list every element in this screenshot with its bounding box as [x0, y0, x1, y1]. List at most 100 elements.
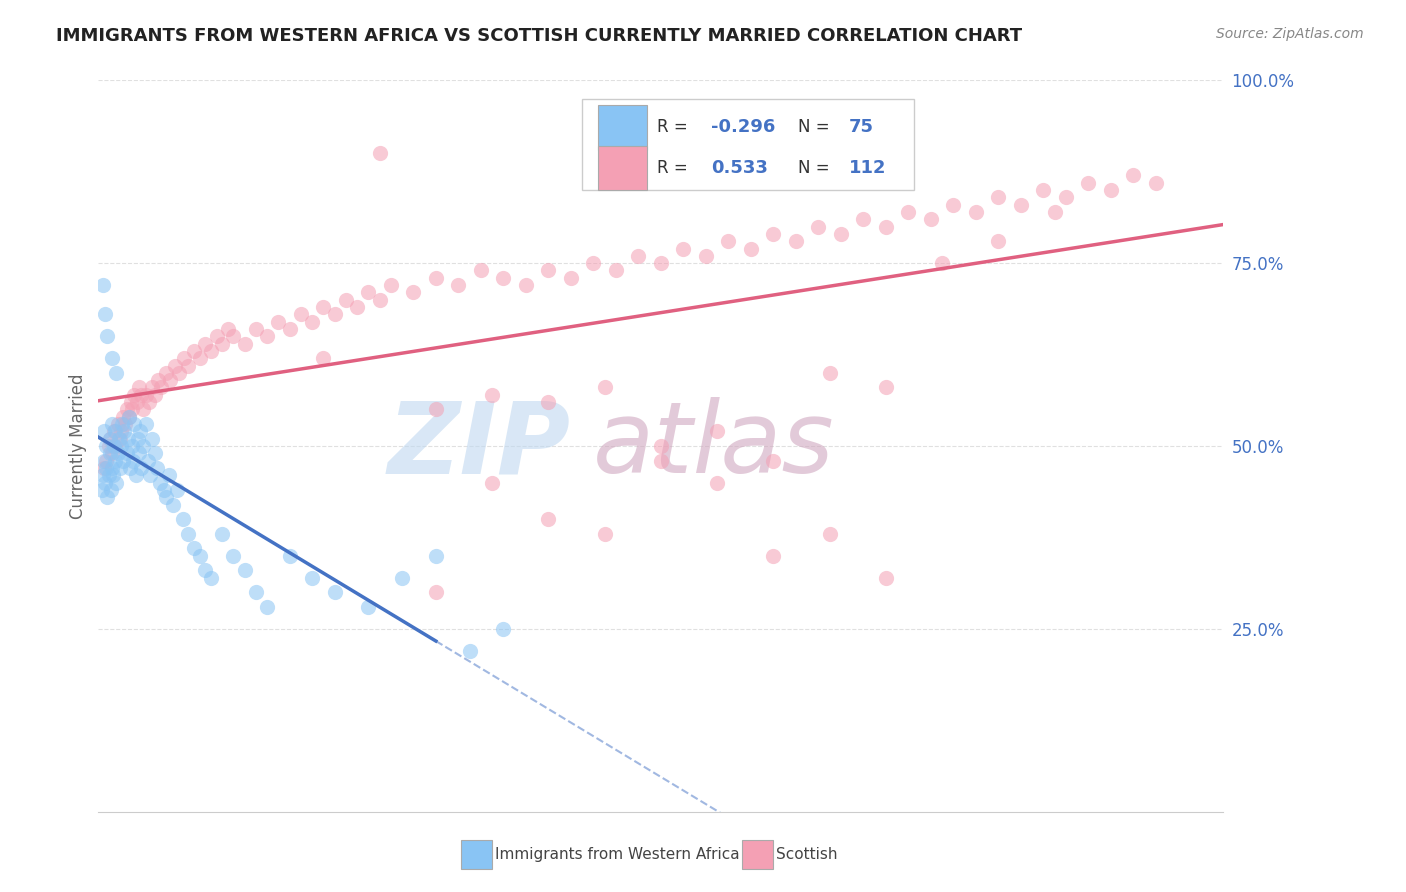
Point [136, 453, 159, 467]
Point [920, 212, 942, 227]
Point [481, 475, 503, 490]
Point [368, 293, 391, 307]
Point [830, 227, 852, 241]
Text: Immigrants from Western Africa: Immigrants from Western Africa [495, 847, 740, 862]
Point [141, 380, 163, 394]
Point [94, 307, 117, 321]
Point [537, 512, 560, 526]
FancyBboxPatch shape [598, 105, 647, 150]
Point [233, 563, 256, 577]
Point [120, 395, 142, 409]
Point [183, 541, 205, 556]
FancyBboxPatch shape [582, 99, 914, 190]
Point [593, 380, 616, 394]
Y-axis label: Currently Married: Currently Married [69, 373, 87, 519]
Point [143, 388, 166, 402]
Point [166, 483, 188, 497]
Point [114, 417, 136, 431]
Point [357, 599, 380, 614]
Text: R =: R = [658, 119, 693, 136]
Point [177, 359, 200, 373]
Point [323, 307, 346, 321]
Point [101, 446, 124, 460]
Point [481, 388, 503, 402]
Point [128, 380, 150, 394]
Point [169, 366, 191, 380]
Text: Source: ZipAtlas.com: Source: ZipAtlas.com [1216, 27, 1364, 41]
Point [146, 461, 169, 475]
Point [1099, 183, 1122, 197]
Point [425, 585, 447, 599]
Point [107, 432, 129, 446]
Point [124, 417, 146, 431]
Point [391, 571, 413, 585]
Point [97, 439, 120, 453]
Point [245, 585, 267, 599]
Point [346, 300, 368, 314]
Text: 112: 112 [849, 159, 886, 177]
Point [163, 359, 186, 373]
Point [650, 453, 672, 467]
Point [425, 549, 447, 563]
Point [124, 388, 146, 402]
Point [582, 256, 605, 270]
Point [107, 446, 129, 460]
Point [1077, 176, 1099, 190]
Text: atlas: atlas [593, 398, 835, 494]
Point [1054, 190, 1077, 204]
Point [211, 526, 233, 541]
Point [118, 409, 141, 424]
Point [425, 270, 447, 285]
Point [110, 425, 132, 439]
Point [470, 263, 492, 277]
Point [155, 366, 177, 380]
Point [312, 351, 335, 366]
Point [1144, 176, 1167, 190]
Point [183, 343, 205, 358]
Point [146, 373, 169, 387]
Point [149, 475, 172, 490]
Point [129, 388, 152, 402]
Point [194, 336, 217, 351]
Point [717, 234, 740, 248]
Point [129, 461, 152, 475]
Point [101, 351, 124, 366]
Point [103, 425, 125, 439]
Point [93, 453, 115, 467]
Point [515, 278, 537, 293]
Point [200, 343, 222, 358]
Point [121, 439, 143, 453]
Point [706, 425, 728, 439]
Point [138, 395, 160, 409]
Point [458, 644, 481, 658]
Point [627, 249, 650, 263]
Point [222, 329, 245, 343]
Point [368, 146, 391, 161]
Point [1010, 197, 1032, 211]
Point [605, 263, 627, 277]
Text: N =: N = [799, 119, 835, 136]
Point [129, 425, 152, 439]
Point [211, 336, 233, 351]
Point [159, 373, 181, 387]
Point [335, 293, 357, 307]
Point [177, 526, 200, 541]
Point [91, 468, 114, 483]
Point [706, 475, 728, 490]
Point [301, 571, 323, 585]
Text: IMMIGRANTS FROM WESTERN AFRICA VS SCOTTISH CURRENTLY MARRIED CORRELATION CHART: IMMIGRANTS FROM WESTERN AFRICA VS SCOTTI… [56, 27, 1022, 45]
Point [96, 453, 118, 467]
Point [312, 300, 335, 314]
Text: 75: 75 [849, 119, 873, 136]
Text: R =: R = [658, 159, 693, 177]
Point [875, 219, 897, 234]
Point [672, 242, 695, 256]
Point [897, 205, 920, 219]
Point [818, 526, 841, 541]
Point [188, 351, 211, 366]
Point [115, 446, 138, 460]
Point [205, 329, 228, 343]
Point [278, 322, 301, 336]
Point [101, 461, 124, 475]
Point [104, 439, 127, 453]
